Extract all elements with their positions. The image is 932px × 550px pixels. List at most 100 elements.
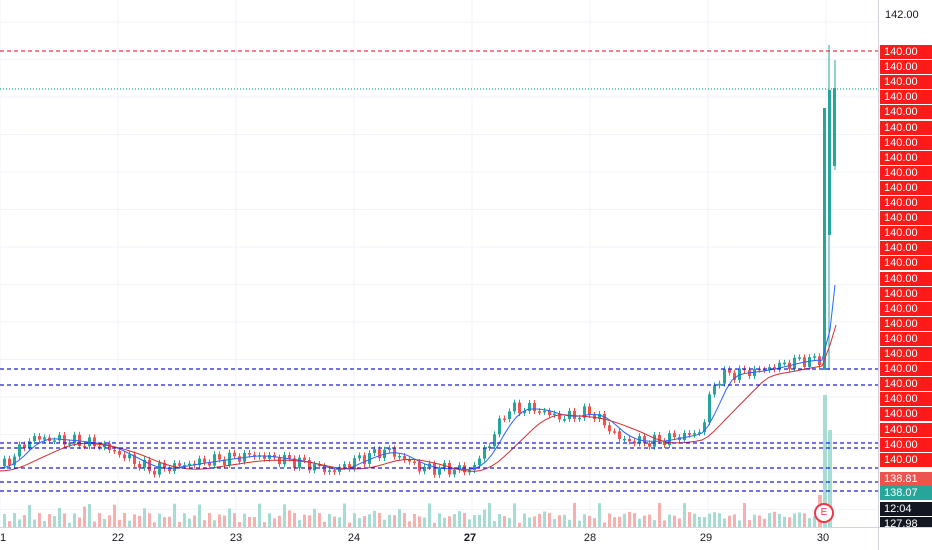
candle — [113, 449, 116, 452]
volume-bar — [468, 519, 471, 527]
volume-bar — [263, 522, 266, 527]
volume-bar — [753, 514, 756, 527]
volume-bar — [338, 517, 341, 527]
volume-bar — [583, 514, 586, 527]
volume-bar — [228, 508, 231, 527]
volume-bar — [638, 518, 641, 527]
volume-bar — [823, 395, 827, 527]
candle — [418, 462, 421, 472]
volume-bar — [433, 522, 436, 527]
volume-bar — [488, 503, 491, 527]
volume-bar — [243, 513, 246, 527]
volume-bar — [563, 514, 566, 527]
volume-bar — [318, 513, 321, 527]
price-chart[interactable] — [0, 0, 878, 527]
volume-bar — [368, 514, 371, 527]
candle — [353, 458, 356, 469]
candle — [648, 443, 651, 447]
candle — [628, 438, 631, 442]
candle — [23, 444, 26, 449]
ma-slow-line — [0, 324, 837, 472]
candle — [458, 465, 461, 471]
price-label: 140.00 — [880, 226, 932, 241]
chart-grid — [0, 0, 878, 527]
candle — [223, 459, 226, 466]
volume-bar — [528, 517, 531, 527]
volume-bar — [518, 522, 521, 527]
candle — [523, 411, 526, 414]
price-scale[interactable]: 142.00 140.00 140.00 140.00 140.00 140.00 140… — [878, 0, 932, 531]
volume-bar — [78, 517, 81, 527]
volume-bar — [788, 517, 791, 527]
price-label: 140.00 — [880, 377, 932, 392]
price-label: 140.00 — [880, 347, 932, 361]
volume-bar — [323, 521, 326, 527]
volume-bar — [568, 519, 571, 527]
volume-bar — [203, 520, 206, 527]
chart-area[interactable]: E — [0, 0, 878, 527]
candle — [373, 449, 376, 454]
candle — [328, 470, 331, 472]
candle — [413, 461, 416, 464]
candle — [323, 466, 326, 472]
volume-bar — [258, 503, 261, 527]
volume-bar — [763, 518, 766, 527]
volume-bar — [768, 513, 771, 527]
volume-bar — [218, 514, 221, 527]
candle — [578, 417, 581, 420]
volume-bar — [63, 513, 66, 527]
volume-bar — [733, 514, 736, 527]
candle — [673, 433, 676, 438]
volume-bar — [298, 520, 301, 527]
volume-bars — [3, 395, 832, 527]
candle — [528, 402, 531, 412]
volume-bar — [278, 515, 281, 527]
time-tick: 29 — [699, 532, 713, 544]
candle — [493, 434, 496, 447]
volume-bar — [153, 522, 156, 527]
volume-bar — [718, 513, 721, 527]
volume-bar — [168, 516, 171, 527]
time-tick: 27 — [463, 532, 477, 544]
volume-bar — [38, 513, 41, 527]
volume-bar — [713, 512, 716, 527]
candle — [268, 454, 271, 459]
candle — [808, 357, 811, 367]
candle — [343, 464, 346, 467]
time-tick: 24 — [347, 532, 361, 544]
volume-bar — [513, 503, 516, 527]
volume-bar — [413, 513, 416, 527]
price-label: 140.00 — [880, 60, 932, 75]
volume-bar — [93, 521, 96, 527]
time-axis[interactable]: 1 22 23 24 27 28 29 30 — [0, 527, 878, 550]
volume-bar — [188, 518, 191, 527]
volume-bar — [463, 513, 466, 527]
price-label: 140.00 — [880, 241, 932, 256]
volume-bar — [173, 503, 176, 527]
horizontal-lines[interactable] — [0, 50, 878, 492]
axis-corner[interactable] — [878, 527, 932, 550]
volume-bar — [618, 516, 621, 527]
volume-bar — [23, 515, 26, 527]
volume-bar — [363, 515, 366, 527]
candle — [143, 459, 146, 468]
candle — [238, 456, 241, 462]
volume-bar — [548, 513, 551, 527]
candle — [768, 367, 771, 370]
candle — [718, 383, 721, 386]
candle — [28, 441, 31, 449]
candle — [333, 470, 336, 472]
candle — [643, 436, 646, 444]
price-label: 140.00 — [880, 452, 932, 467]
candle — [263, 455, 266, 459]
volume-bar — [283, 504, 286, 527]
volume-bar — [553, 519, 556, 527]
price-label: 140.00 — [880, 331, 932, 346]
volume-bar — [803, 513, 806, 527]
candle — [308, 460, 311, 471]
volume-bar — [648, 514, 651, 527]
candle — [203, 458, 206, 463]
candle — [78, 434, 81, 447]
earnings-marker[interactable]: E — [814, 503, 834, 523]
price-label: 140.00 — [880, 135, 932, 150]
